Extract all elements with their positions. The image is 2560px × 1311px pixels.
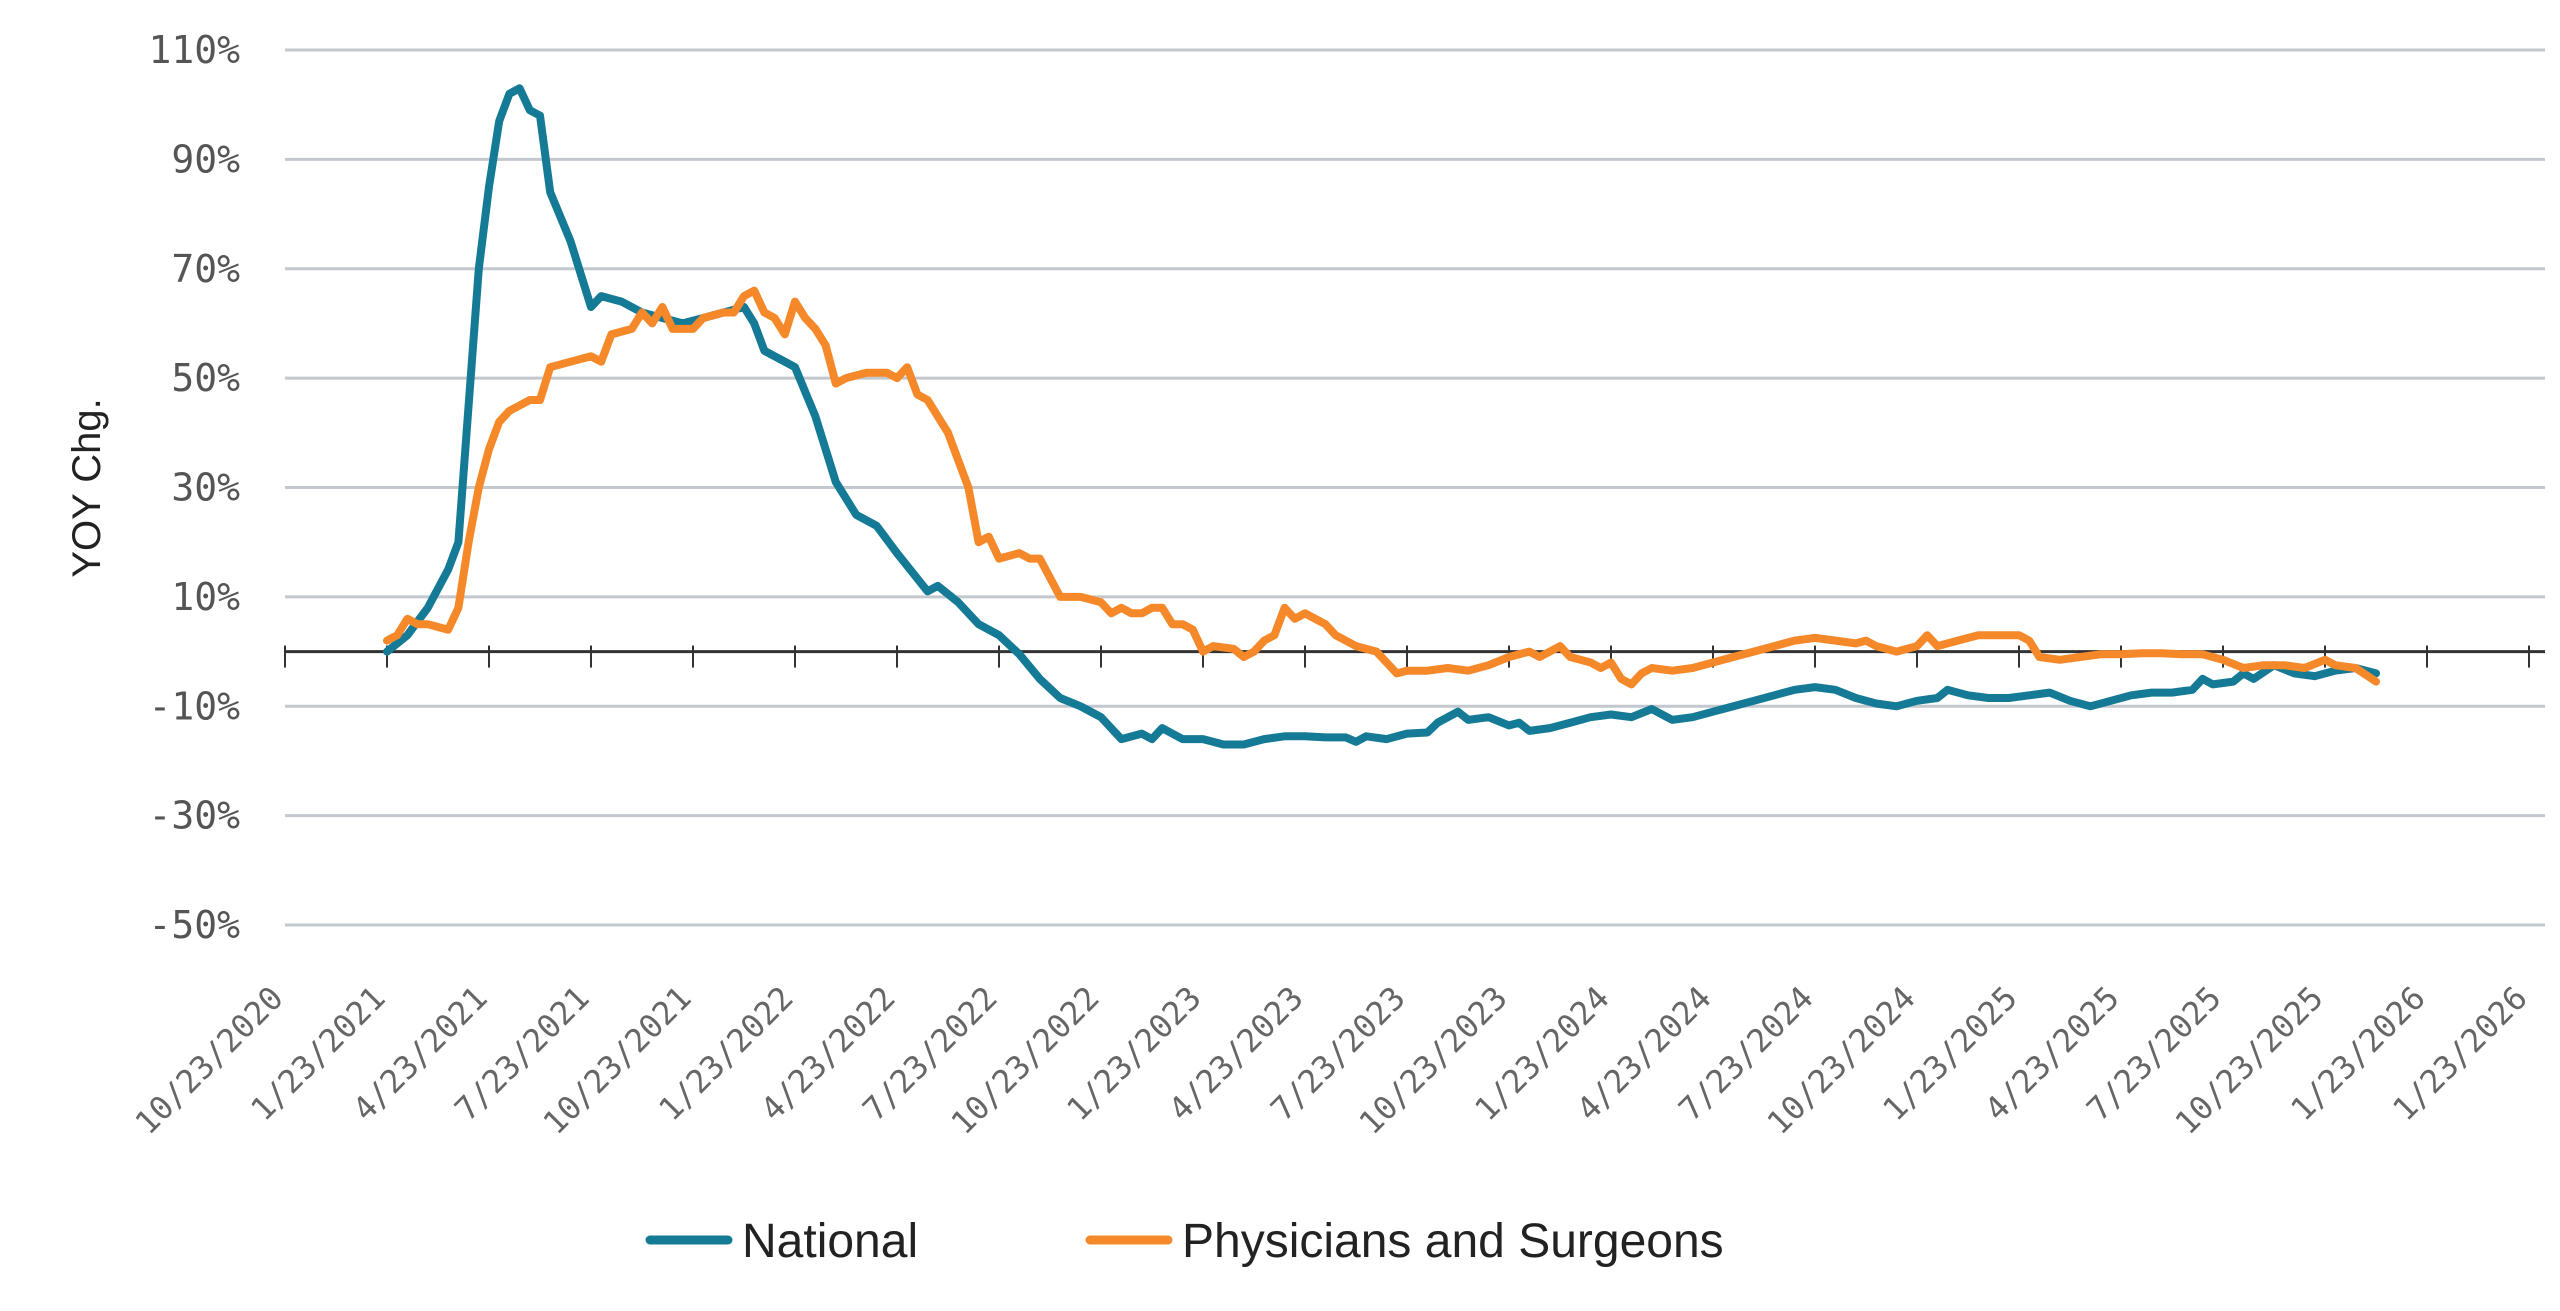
y-tick-label: -10% [148,684,240,728]
x-axis-tick-labels: 10/23/20201/23/20214/23/20217/23/202110/… [128,979,2535,1142]
y-tick-label: 90% [171,137,240,181]
y-tick-label: 110% [148,28,240,72]
gridlines [285,48,2545,927]
y-axis-tick-labels: 110% 90% 70% 50% 30% 10% -10% -30% -50% [148,28,240,947]
y-tick-label: 70% [171,247,240,291]
series-line-1 [383,286,2380,689]
y-tick-label: 50% [171,356,240,400]
series-lines [383,84,2380,749]
y-tick-label: -50% [148,903,240,947]
y-tick-label: 30% [171,466,240,510]
legend: National Physicians and Surgeons [645,1215,1724,1268]
y-axis-title: YOY Chg. [65,398,109,577]
y-tick-label: -30% [148,794,240,838]
series-line-0 [383,84,2380,749]
legend-label: Physicians and Surgeons [1182,1215,1724,1268]
y-tick-label: 10% [171,575,240,619]
legend-label: National [742,1215,918,1268]
